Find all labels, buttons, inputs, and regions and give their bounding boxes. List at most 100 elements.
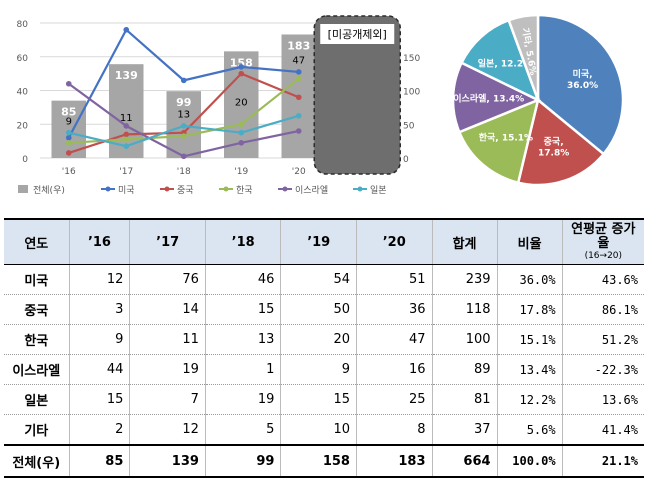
bar-value-label: 99 bbox=[176, 96, 191, 109]
cell-value: 15 bbox=[204, 294, 281, 325]
y-left-tick-label: 80 bbox=[17, 20, 29, 30]
pie-slice-label: 미국, 36.0% bbox=[567, 68, 598, 91]
cell-value: 54 bbox=[280, 264, 357, 295]
cell-ratio: 5.6% bbox=[496, 414, 563, 446]
bar-value-label: 183 bbox=[287, 39, 310, 52]
series-point bbox=[123, 143, 130, 149]
table-header-row: 연도 ’16 ’17 ’18 ’19 ’20 합계 비율 연평균 증가율 (16… bbox=[4, 218, 644, 265]
cell-growth: 21.1% bbox=[561, 444, 644, 478]
row-label: 전체(우) bbox=[4, 444, 70, 478]
cell-value: 7 bbox=[129, 384, 206, 415]
header-sum: 합계 bbox=[431, 218, 498, 265]
legend-label: 중국 bbox=[177, 185, 194, 196]
y-left-tick-label: 20 bbox=[17, 121, 29, 131]
legend-label: 전체(우) bbox=[33, 185, 65, 196]
x-tick-label: '19 bbox=[234, 167, 248, 177]
cell-value: 47 bbox=[355, 324, 433, 355]
line-value-label: 13 bbox=[177, 110, 190, 121]
cell-value: 3 bbox=[68, 294, 130, 325]
table-row: 미국 12 76 46 54 51 239 36.0% 43.6% bbox=[4, 264, 644, 295]
stats-table: 연도 ’16 ’17 ’18 ’19 ’20 합계 비율 연평균 증가율 (16… bbox=[4, 218, 644, 478]
pie-slice-label: 한국, 15.1% bbox=[479, 131, 533, 143]
y-right-tick-label: 100 bbox=[403, 88, 420, 98]
legend-label: 일본 bbox=[370, 185, 387, 196]
line-value-label: 11 bbox=[120, 113, 133, 124]
line-value-label: 47 bbox=[292, 56, 305, 67]
header-2017: ’17 bbox=[129, 218, 206, 265]
cell-growth: 86.1% bbox=[561, 294, 644, 325]
series-point bbox=[180, 77, 187, 84]
series-point bbox=[180, 123, 187, 129]
row-label: 이스라엘 bbox=[4, 354, 70, 385]
cell-value: 9 bbox=[68, 324, 130, 355]
header-ratio: 비율 bbox=[496, 218, 563, 265]
series-point bbox=[65, 150, 72, 156]
cell-value: 15 bbox=[68, 384, 130, 415]
row-label: 한국 bbox=[4, 324, 70, 355]
series-point bbox=[65, 134, 72, 141]
pie-chart: 미국, 36.0% 중국, 17.8% 한국, 15.1% 이스라엘, 13.4% 일본, … bbox=[451, 13, 625, 187]
cell-value: 239 bbox=[431, 264, 498, 295]
header-year: 연도 bbox=[4, 218, 70, 265]
pie-slice bbox=[451, 61, 542, 134]
series-point bbox=[65, 140, 72, 146]
y-left-tick-label: 60 bbox=[17, 54, 29, 64]
cell-value: 5 bbox=[204, 414, 281, 446]
table-row: 일본 15 7 19 15 25 81 12.2% 13.6% bbox=[4, 384, 644, 415]
series-point bbox=[295, 94, 302, 101]
cell-value: 46 bbox=[204, 264, 281, 295]
cell-value: 15 bbox=[280, 384, 357, 415]
cell-value: 76 bbox=[129, 264, 206, 295]
cell-value: 118 bbox=[431, 294, 498, 325]
legend-marker bbox=[164, 186, 170, 192]
header-growth-label: 연평균 증가율 bbox=[571, 221, 636, 251]
excluded-box bbox=[313, 15, 401, 175]
y-left-tick-label: 0 bbox=[22, 155, 28, 165]
y-right-tick-label: 150 bbox=[403, 54, 420, 64]
cell-ratio: 100.0% bbox=[496, 444, 563, 478]
cell-value: 25 bbox=[355, 384, 433, 415]
legend-marker bbox=[282, 186, 288, 192]
pie-slice bbox=[516, 97, 606, 187]
header-2018: ’18 bbox=[204, 218, 281, 265]
series-point bbox=[180, 153, 187, 160]
cell-value: 50 bbox=[280, 294, 357, 325]
row-label: 미국 bbox=[4, 264, 70, 295]
cell-value: 10 bbox=[280, 414, 357, 446]
row-label: 기타 bbox=[4, 414, 70, 446]
cell-value: 13 bbox=[204, 324, 281, 355]
cell-value: 89 bbox=[431, 354, 498, 385]
cell-ratio: 12.2% bbox=[496, 384, 563, 415]
cell-value: 19 bbox=[204, 384, 281, 415]
series-point bbox=[123, 131, 130, 138]
series-point bbox=[295, 75, 302, 82]
series-point bbox=[65, 129, 72, 136]
cell-value: 85 bbox=[68, 444, 130, 478]
series-point bbox=[123, 26, 130, 33]
legend-marker bbox=[223, 186, 229, 192]
pie-slice bbox=[459, 18, 541, 103]
cell-growth: 43.6% bbox=[561, 264, 644, 295]
legend-label: 미국 bbox=[118, 185, 135, 196]
cell-value: 1 bbox=[204, 354, 281, 385]
header-growth-range: (16→20) bbox=[584, 250, 623, 261]
cell-value: 36 bbox=[355, 294, 433, 325]
cell-value: 11 bbox=[129, 324, 206, 355]
cell-ratio: 36.0% bbox=[496, 264, 563, 295]
y-right-tick-label: 50 bbox=[403, 121, 415, 131]
series-point bbox=[238, 64, 245, 70]
legend-marker bbox=[357, 186, 363, 192]
legend-swatch bbox=[18, 185, 28, 193]
pie-slice-label: 이스라엘, 13.4% bbox=[453, 92, 524, 104]
cell-value: 8 bbox=[355, 414, 433, 446]
pie-slice-label: 중국, 17.8% bbox=[538, 137, 569, 159]
legend-label: 한국 bbox=[236, 185, 253, 196]
table-row: 중국 3 14 15 50 36 118 17.8% 86.1% bbox=[4, 294, 644, 325]
y-left-tick-label: 40 bbox=[17, 88, 29, 98]
cell-growth: -22.3% bbox=[561, 354, 644, 385]
header-2019: ’19 bbox=[280, 218, 357, 265]
series-point bbox=[238, 129, 245, 136]
cell-value: 664 bbox=[431, 444, 498, 478]
row-label: 중국 bbox=[4, 294, 70, 325]
cell-value: 100 bbox=[431, 324, 498, 355]
